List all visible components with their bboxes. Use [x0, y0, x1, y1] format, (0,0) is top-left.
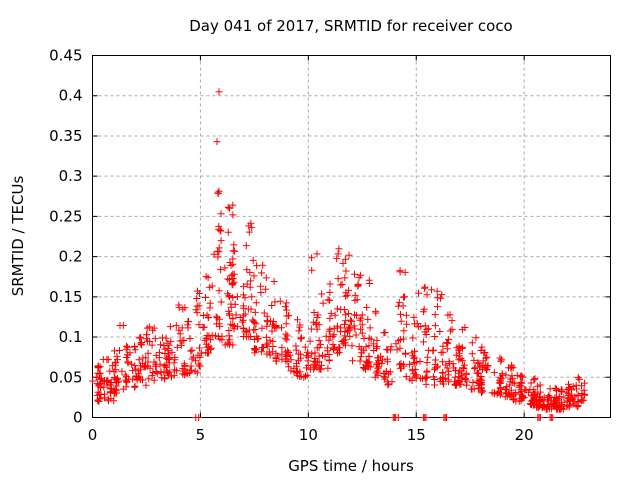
- x-tick-label: 15: [407, 426, 426, 444]
- y-tick-label: 0.45: [49, 47, 82, 65]
- x-tick-label: 20: [515, 426, 534, 444]
- y-tick-label: 0: [73, 409, 83, 427]
- y-tick-label: 0.2: [59, 248, 83, 266]
- plot-border: [92, 55, 611, 418]
- x-tick-label: 10: [299, 426, 318, 444]
- plot-frame: [92, 55, 611, 418]
- tick-labels: 0 5 10 15 20 0 0.05 0.1 0.15 0.2 0.25 0.3 0.35 0.4 0.4…: [49, 47, 534, 445]
- y-axis-label: SRMTID / TECUs: [9, 176, 27, 297]
- y-tick-label: 0.15: [49, 288, 82, 306]
- y-tick-label: 0.25: [49, 207, 82, 225]
- y-tick-label: 0.4: [59, 87, 83, 105]
- y-tick-label: 0.3: [59, 167, 83, 185]
- chart-title: Day 041 of 2017, SRMTID for receiver coc…: [189, 17, 513, 35]
- y-tick-label: 0.1: [59, 328, 83, 346]
- x-axis-label: GPS time / hours: [288, 457, 414, 475]
- data-points: [89, 88, 589, 421]
- x-tick-label: 0: [88, 426, 98, 444]
- y-tick-label: 0.35: [49, 127, 82, 145]
- y-tick-label: 0.05: [49, 368, 82, 386]
- axis-ticks: [92, 55, 611, 418]
- x-tick-label: 5: [196, 426, 206, 444]
- grid-lines: [92, 55, 611, 418]
- scatter-markers: [89, 88, 589, 421]
